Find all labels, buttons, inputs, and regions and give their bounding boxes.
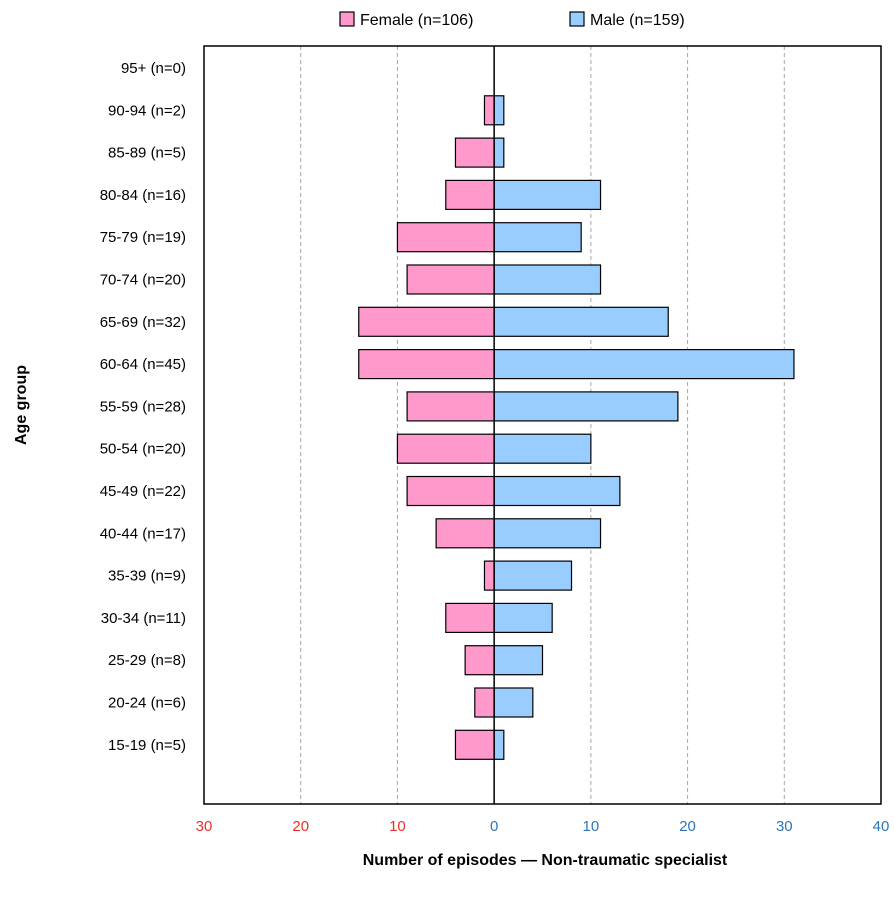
bar-male — [493, 560, 573, 591]
bar-male — [493, 306, 669, 337]
bar-female — [445, 179, 495, 210]
y-tick-label: 40-44 (n=17) — [100, 525, 186, 542]
bar-female — [483, 560, 495, 591]
y-tick-label: 25-29 (n=8) — [108, 652, 186, 669]
gridlines — [300, 46, 785, 804]
y-tick-label: 55-59 (n=28) — [100, 398, 186, 415]
bar-male — [493, 645, 544, 676]
bar-male — [493, 475, 621, 507]
y-tick-label: 50-54 (n=20) — [100, 441, 186, 458]
legend-swatch-female — [339, 11, 355, 27]
bar-female — [464, 645, 495, 676]
y-tick-label: 45-49 (n=22) — [100, 483, 186, 500]
bar-male — [493, 137, 505, 168]
x-tick-label: 30 — [196, 818, 213, 835]
y-tick-label: 90-94 (n=2) — [108, 102, 186, 119]
bar-male — [493, 433, 592, 464]
legend: Female (n=106) Male (n=159) — [339, 11, 685, 29]
legend-swatch-male — [569, 11, 585, 27]
bar-female — [445, 602, 495, 634]
x-tick-label: 20 — [292, 818, 309, 835]
x-tick-labels: 30 20 10 0 10 20 30 40 — [196, 818, 890, 835]
y-tick-label: 95+ (n=0) — [121, 60, 186, 77]
bar-male — [493, 729, 505, 760]
y-tick-label: 60-64 (n=45) — [100, 356, 186, 373]
y-tick-label: 85-89 (n=5) — [108, 145, 186, 162]
bar-female — [406, 391, 495, 422]
plot-frame — [203, 45, 882, 805]
bar-male — [493, 602, 553, 634]
y-tick-label: 75-79 (n=19) — [100, 229, 186, 246]
bar-male — [493, 179, 602, 210]
bar-female — [454, 137, 495, 168]
y-tick-label: 15-19 (n=5) — [108, 737, 186, 754]
bar-female — [406, 264, 495, 295]
legend-label-female: Female (n=106) — [360, 12, 473, 29]
y-tick-label: 30-34 (n=11) — [101, 610, 186, 627]
bar-male — [493, 391, 679, 422]
y-tick-label: 80-84 (n=16) — [100, 187, 186, 204]
x-tick-label: 0 — [490, 818, 498, 835]
bar-male — [493, 687, 534, 718]
bar-female — [396, 222, 495, 253]
x-tick-label: 20 — [679, 818, 696, 835]
bar-female — [406, 475, 495, 507]
bar-female — [454, 729, 495, 760]
bar-male — [493, 264, 602, 295]
x-tick-label: 30 — [776, 818, 793, 835]
y-tick-label: 35-39 (n=9) — [108, 568, 186, 585]
y-tick-labels: 95+ (n=0) 90-94 (n=2) 85-89 (n=5) 80-84 (n=… — [100, 60, 186, 754]
bar-female — [474, 687, 495, 718]
y-axis-title: Age group — [13, 365, 30, 445]
legend-label-male: Male (n=159) — [590, 12, 685, 29]
y-tick-label: 65-69 (n=32) — [100, 314, 186, 331]
bar-male — [493, 349, 795, 380]
bar-female — [358, 306, 495, 337]
bar-male — [493, 222, 582, 253]
bar-male — [493, 95, 505, 126]
x-tick-label: 40 — [873, 818, 890, 835]
bar-male — [493, 518, 602, 549]
y-tick-label: 70-74 (n=20) — [100, 272, 186, 289]
x-tick-label: 10 — [583, 818, 600, 835]
bars — [358, 95, 795, 760]
bar-female — [435, 518, 495, 549]
bar-female — [396, 433, 495, 464]
y-tick-label: 20-24 (n=6) — [108, 695, 186, 712]
x-tick-label: 10 — [389, 818, 406, 835]
bar-female — [483, 95, 495, 126]
bar-female — [358, 349, 495, 380]
x-axis-title: Number of episodes — Non-traumatic speci… — [363, 852, 728, 869]
